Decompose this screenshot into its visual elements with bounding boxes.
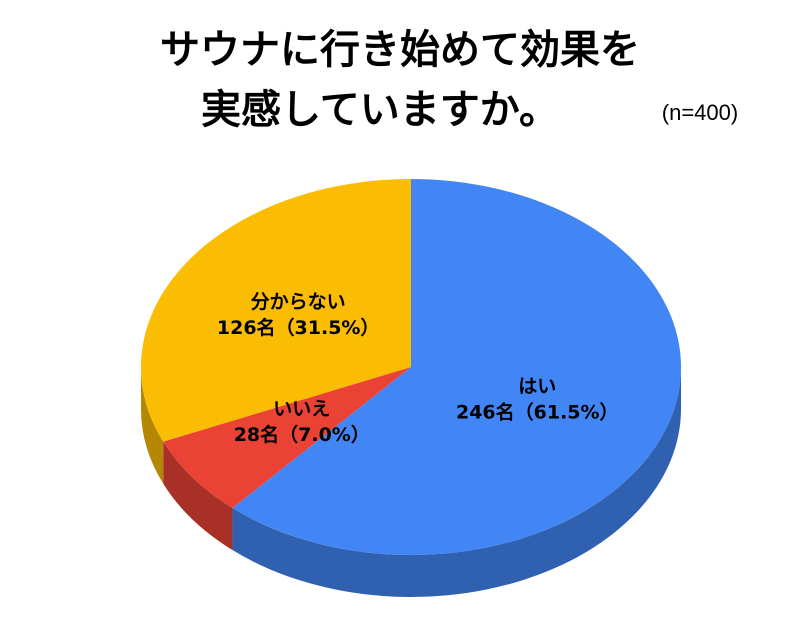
pie-slice: [232, 179, 682, 555]
chart-title: サウナに行き始めて効果を: [160, 27, 640, 73]
slice-value-label: 246名（61.5%）: [456, 401, 619, 424]
chart-subtitle: (n=400): [662, 100, 738, 125]
pie-slice: [163, 367, 411, 509]
pie-slice: [140, 179, 411, 442]
pie-side: [141, 367, 164, 484]
slice-label: はい: [518, 376, 556, 398]
chart-title: 実感していますか。: [201, 87, 559, 133]
slice-label: 分からない: [251, 291, 346, 313]
slice-label: いいえ: [273, 398, 330, 420]
pie-side: [163, 441, 233, 551]
pie-side: [232, 367, 681, 597]
slice-value-label: 28名（7.0%）: [234, 423, 370, 446]
slice-value-label: 126名（31.5%）: [217, 316, 380, 339]
